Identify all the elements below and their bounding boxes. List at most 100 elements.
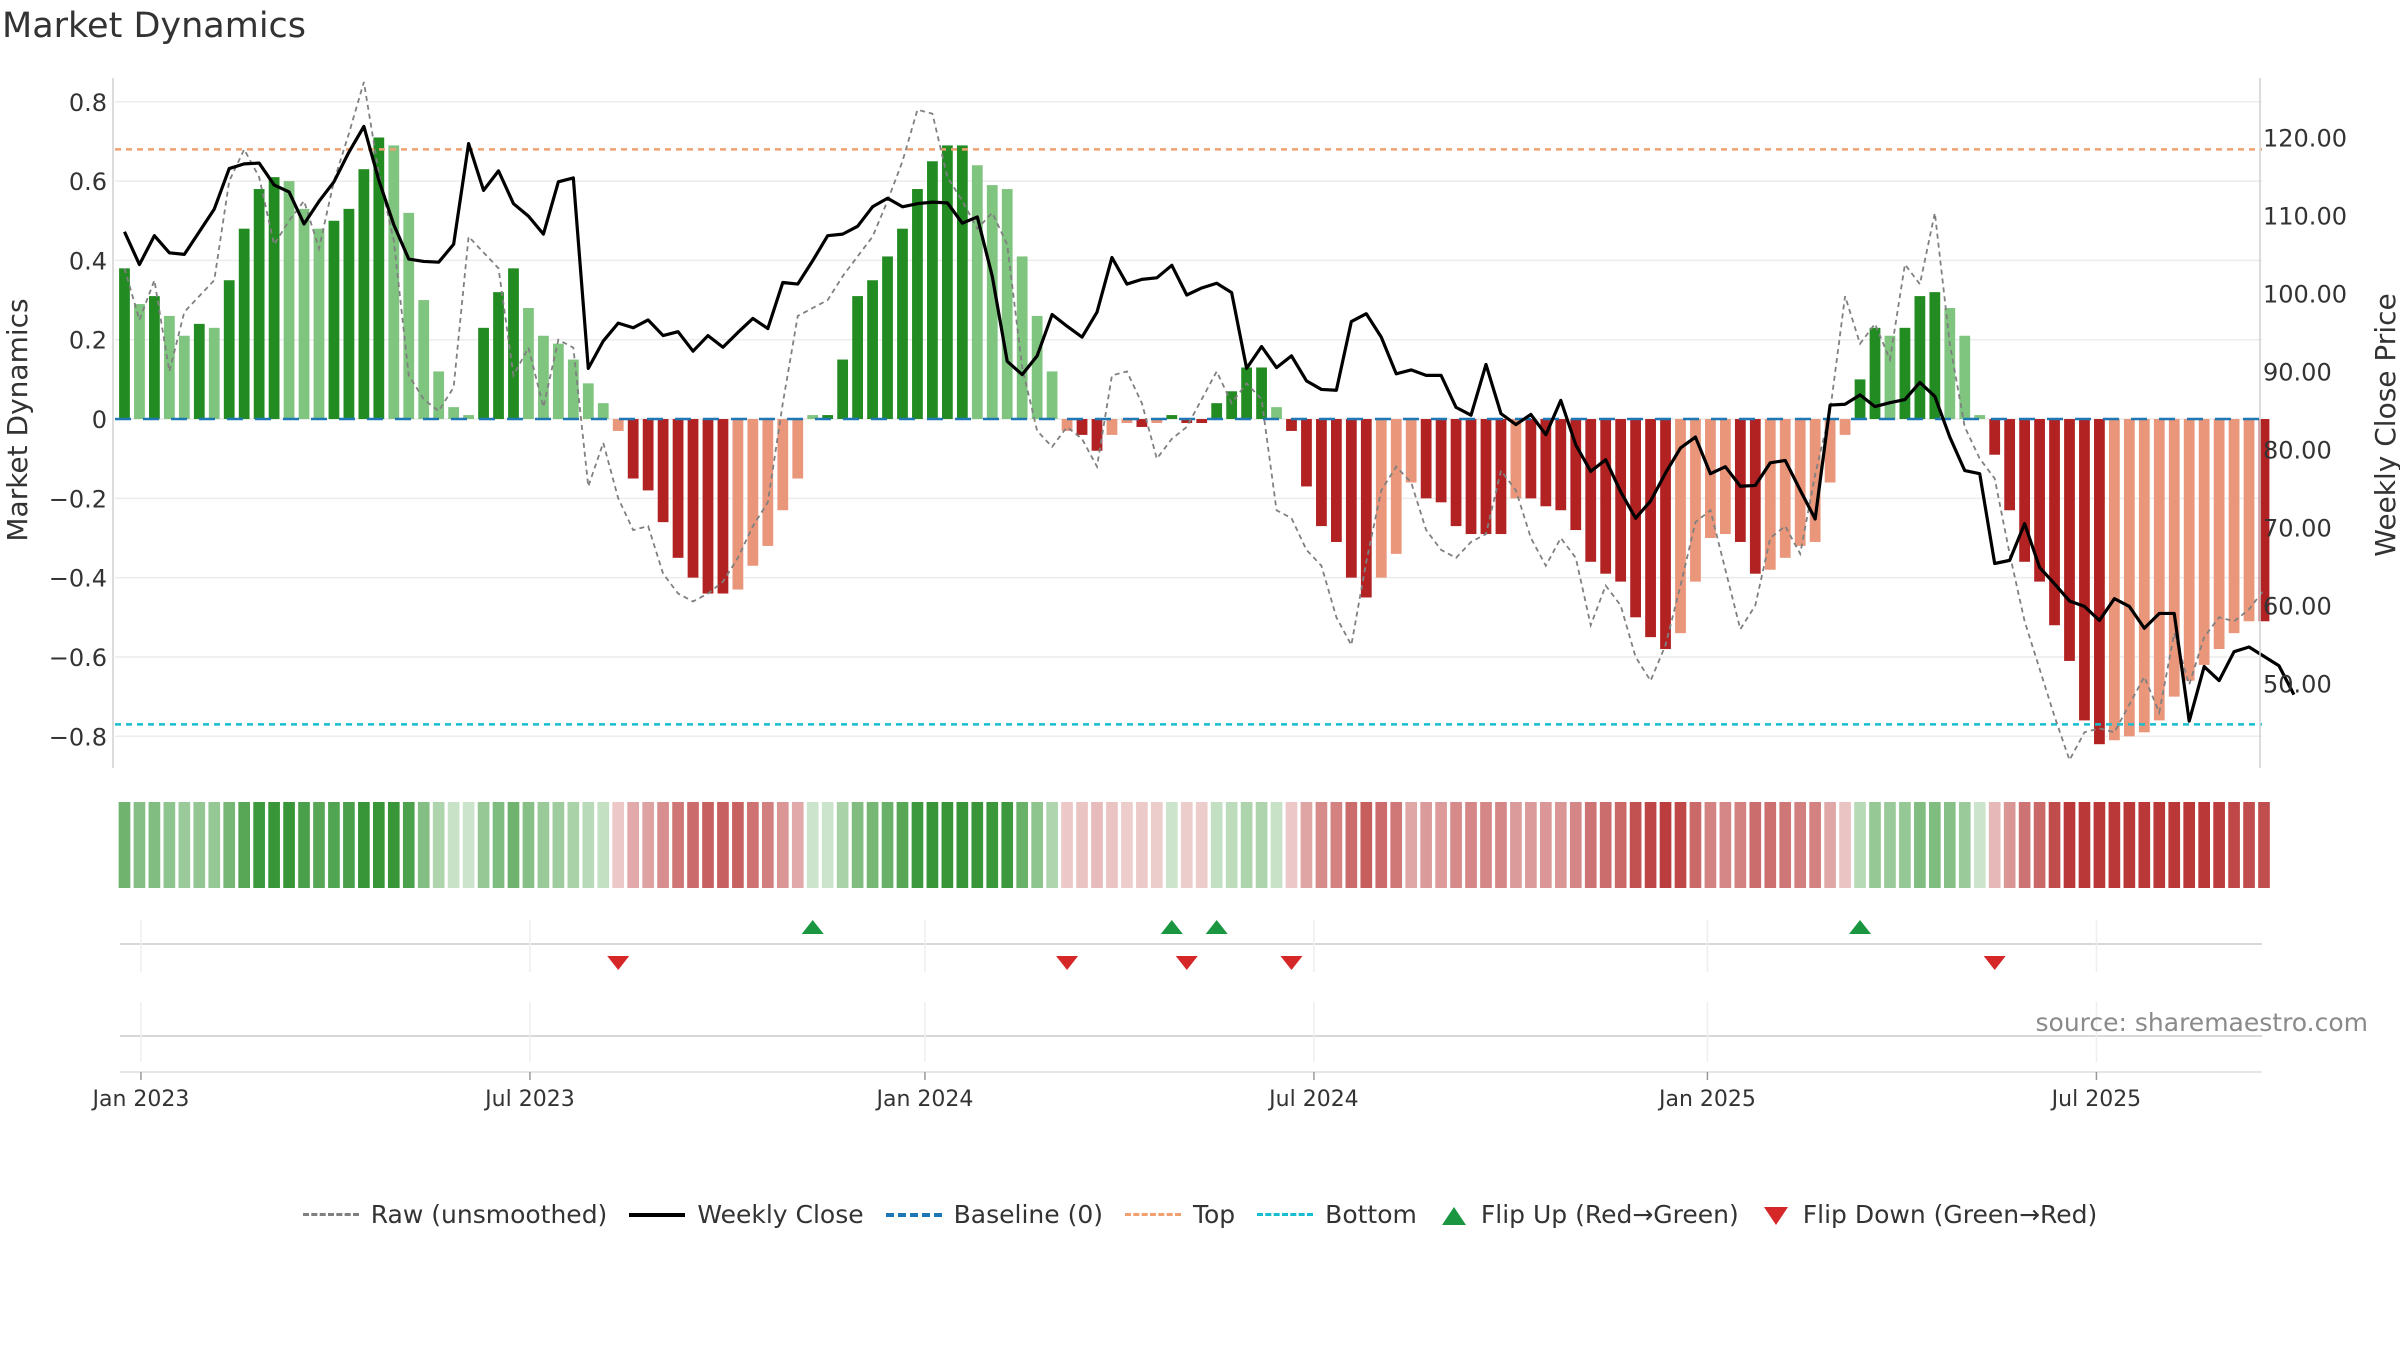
regime-cell <box>417 802 430 888</box>
regime-cell <box>1824 802 1836 888</box>
regime-cell <box>1749 802 1762 888</box>
regime-cell <box>1584 802 1597 888</box>
regime-cell <box>447 802 460 888</box>
dynamics-bar <box>882 256 893 420</box>
dynamics-bar <box>1660 419 1671 650</box>
dynamics-bar <box>1480 419 1492 535</box>
regime-cell <box>971 802 984 888</box>
flip-down-marker <box>1983 956 2006 970</box>
regime-cell <box>1854 802 1866 888</box>
dynamics-bar <box>567 359 579 420</box>
dynamics-bar <box>1196 419 1208 423</box>
regime-cell <box>1180 802 1193 888</box>
dynamics-bar <box>1794 419 1806 546</box>
dynamics-bar <box>822 415 834 420</box>
dynamics-bar <box>418 300 430 420</box>
regime-cell <box>657 802 669 888</box>
dynamics-bar <box>2094 419 2105 745</box>
dynamics-bar <box>1061 419 1073 431</box>
regime-cell <box>2258 802 2270 888</box>
regime-cell <box>1644 802 1657 888</box>
bars-layer <box>119 137 2270 745</box>
dynamics-bar <box>1001 189 1013 420</box>
dynamics-bar <box>448 407 460 420</box>
dynamics-bar <box>1944 308 1956 420</box>
dynamics-bar <box>627 419 639 479</box>
legend-item-bottom: Bottom <box>1257 1200 1417 1229</box>
regime-cell <box>402 802 415 888</box>
regime-cell <box>1629 802 1642 888</box>
regime-cell <box>118 802 131 888</box>
x-tick-label: Jul 2023 <box>483 1087 575 1112</box>
regime-cell <box>866 802 879 888</box>
regime-cell <box>597 802 610 888</box>
dynamics-bar <box>986 185 998 420</box>
regime-cell <box>2153 802 2166 888</box>
flip-down-marker <box>1280 956 1303 970</box>
dynamics-bar <box>119 268 130 420</box>
regime-cell <box>358 802 370 888</box>
regime-cell <box>268 802 280 888</box>
regime-cell <box>163 802 176 888</box>
regime-strip <box>118 802 2270 888</box>
triangle-down-icon <box>1761 1204 1791 1226</box>
regime-cell <box>2228 802 2240 888</box>
x-tick-label: Jan 2025 <box>1657 1087 1756 1112</box>
dynamics-bar <box>1405 419 1417 483</box>
dynamics-bar <box>642 419 654 491</box>
y-tick-label: 0.4 <box>69 247 107 275</box>
regime-cell <box>1106 802 1118 888</box>
dynamics-bar <box>747 419 759 566</box>
regime-cell <box>567 802 580 888</box>
dynamics-bar <box>433 371 445 420</box>
regime-cell <box>1884 802 1896 888</box>
regime-cell <box>1240 802 1253 888</box>
regime-cell <box>1495 802 1507 888</box>
y2-tick-label: 80.00 <box>2263 437 2332 465</box>
bottom-line-swatch <box>1257 1213 1314 1216</box>
dynamics-bar <box>2258 419 2270 622</box>
regime-cell <box>941 802 954 888</box>
y-tick-label: 0 <box>92 406 107 434</box>
regime-cell <box>747 802 759 888</box>
regime-cell <box>1929 802 1941 888</box>
dynamics-bar <box>1615 419 1627 582</box>
dynamics-bar <box>1854 379 1866 420</box>
regime-cell <box>552 802 565 888</box>
regime-cell <box>1659 802 1672 888</box>
dynamics-bar <box>1450 419 1462 527</box>
dynamics-bar <box>1031 315 1043 420</box>
dynamics-bar <box>538 335 549 420</box>
y-tick-label: 0.6 <box>69 168 107 196</box>
regime-cell <box>343 802 355 888</box>
regime-cell <box>1151 802 1163 888</box>
flip-up-marker <box>1160 920 1183 934</box>
dynamics-bar <box>1839 419 1851 435</box>
dynamics-bar <box>1241 367 1252 420</box>
legend-item-raw: Raw (unsmoothed) <box>302 1200 607 1229</box>
dynamics-bar <box>268 177 280 420</box>
dynamics-bar <box>956 145 968 420</box>
legend-label-bottom: Bottom <box>1325 1200 1417 1229</box>
dynamics-bar <box>897 228 908 420</box>
regime-cell <box>1225 802 1238 888</box>
dynamics-bar <box>134 304 145 420</box>
regime-cell <box>328 802 340 888</box>
legend-label-flip-up: Flip Up (Red→Green) <box>1480 1200 1739 1229</box>
y2-tick-label: 70.00 <box>2263 515 2332 543</box>
dynamics-bar <box>373 137 385 420</box>
regime-cell <box>1704 802 1717 888</box>
regime-cell <box>1510 802 1522 888</box>
x-axis: Jan 2023 Jul 2023 Jan 2024 Jul 2024 Jan 2025… <box>90 920 2141 1112</box>
dynamics-bar <box>927 161 938 420</box>
dynamics-bar <box>1330 419 1342 542</box>
regime-cell <box>1899 802 1911 888</box>
dynamics-bar <box>1091 419 1103 451</box>
dynamics-bar <box>1286 419 1297 431</box>
regime-cell <box>761 802 774 888</box>
x-tick-label: Jan 2023 <box>90 1087 189 1112</box>
y2-tick-label: 50.00 <box>2263 671 2332 699</box>
regime-cell <box>1689 802 1702 888</box>
dynamics-bar <box>2019 419 2030 562</box>
regime-cell <box>1674 802 1687 888</box>
